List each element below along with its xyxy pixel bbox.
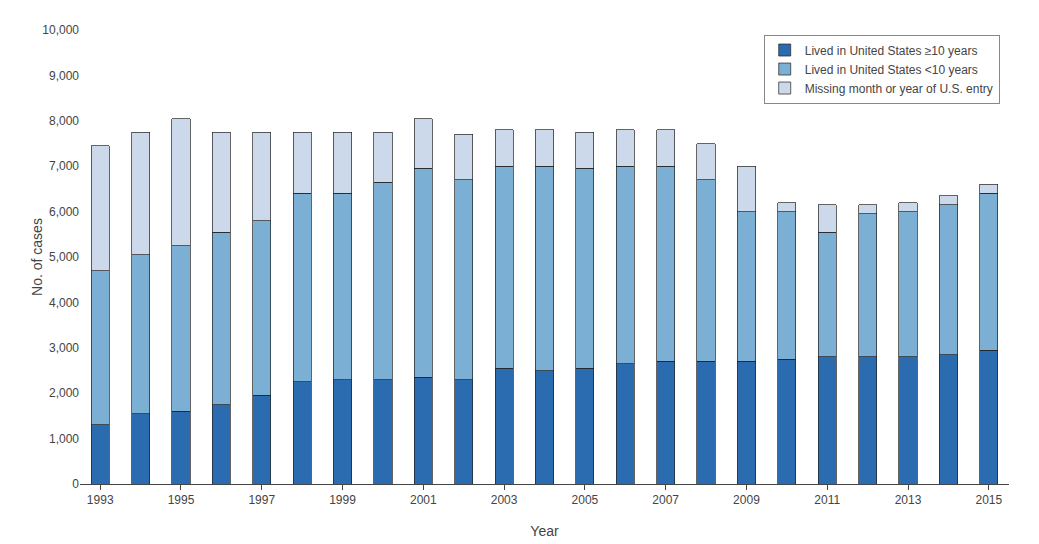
svg-text:2007: 2007 [652, 493, 679, 507]
svg-text:2009: 2009 [733, 493, 760, 507]
svg-text:1993: 1993 [87, 493, 114, 507]
svg-text:2001: 2001 [410, 493, 437, 507]
svg-text:Lived in United States <10 yea: Lived in United States <10 years [805, 63, 978, 77]
svg-text:Year: Year [530, 523, 559, 539]
svg-text:Missing month or year of U.S.: Missing month or year of U.S. entry [805, 82, 993, 96]
svg-text:1995: 1995 [168, 493, 195, 507]
svg-text:3,000: 3,000 [49, 341, 79, 355]
svg-text:1999: 1999 [329, 493, 356, 507]
svg-text:5,000: 5,000 [49, 250, 79, 264]
svg-text:9,000: 9,000 [49, 69, 79, 83]
svg-text:No. of cases: No. of cases [29, 218, 45, 296]
svg-text:1,000: 1,000 [49, 432, 79, 446]
svg-text:2015: 2015 [975, 493, 1002, 507]
svg-text:2,000: 2,000 [49, 386, 79, 400]
svg-text:2011: 2011 [814, 493, 840, 507]
svg-text:10,000: 10,000 [42, 23, 79, 37]
svg-text:8,000: 8,000 [49, 114, 79, 128]
svg-text:6,000: 6,000 [49, 205, 79, 219]
svg-text:2013: 2013 [895, 493, 922, 507]
svg-text:7,000: 7,000 [49, 159, 79, 173]
svg-text:2003: 2003 [491, 493, 518, 507]
svg-text:Lived in United States ≥10 yea: Lived in United States ≥10 years [805, 44, 978, 58]
svg-text:0: 0 [72, 477, 79, 491]
svg-text:4,000: 4,000 [49, 296, 79, 310]
svg-text:1997: 1997 [248, 493, 275, 507]
svg-text:2005: 2005 [572, 493, 599, 507]
